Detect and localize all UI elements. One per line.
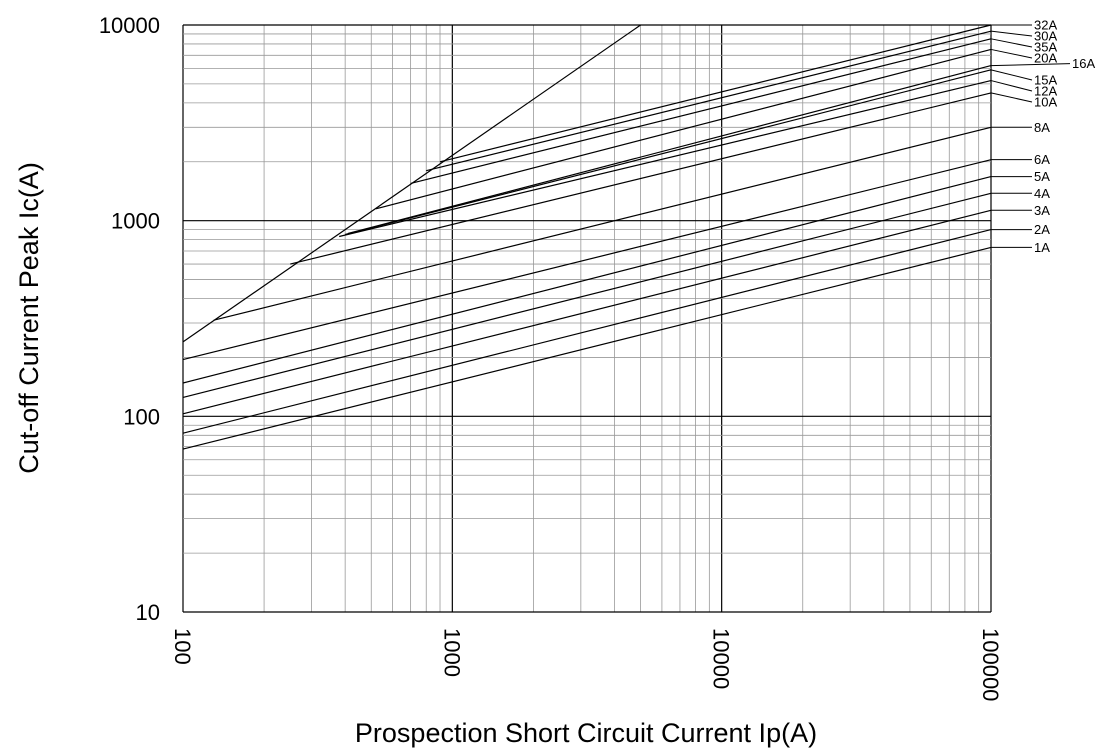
envelope-line	[183, 25, 641, 342]
series-line-20A	[376, 49, 991, 208]
series-line-32A	[440, 25, 991, 162]
y-axis-title: Cut-off Current Peak Ic(A)	[14, 162, 44, 474]
series-line-3A	[183, 210, 991, 413]
series-line-15A	[345, 70, 991, 235]
y-tick-label: 10	[136, 600, 160, 625]
series-lines	[183, 25, 991, 449]
series-label-1A: 1A	[1034, 240, 1050, 255]
series-label-2A: 2A	[1034, 222, 1050, 237]
series-leader-12A	[991, 81, 1032, 91]
series-line-16A	[348, 66, 991, 234]
x-tick-label: 100	[170, 628, 195, 665]
series-label-16A: 16A	[1072, 56, 1095, 71]
series-leader-30A	[991, 31, 1032, 36]
y-tick-label: 10000	[99, 13, 160, 38]
series-leader-10A	[991, 93, 1032, 102]
grid	[183, 25, 991, 612]
series-line-4A	[183, 193, 991, 397]
series-line-12A	[339, 81, 991, 237]
series-label-20A: 20A	[1034, 51, 1057, 66]
x-axis-title: Prospection Short Circuit Current Ip(A)	[355, 718, 817, 748]
series-leader-35A	[991, 39, 1032, 47]
y-tick-label: 1000	[111, 209, 160, 234]
y-tick-label: 100	[123, 404, 160, 429]
x-tick-label: 100000	[978, 628, 1003, 701]
series-leader-15A	[991, 70, 1032, 80]
series-label-8A: 8A	[1034, 120, 1050, 135]
series-label-4A: 4A	[1034, 186, 1050, 201]
x-tick-label: 10000	[709, 628, 734, 689]
series-label-6A: 6A	[1034, 152, 1050, 167]
series-label-5A: 5A	[1034, 169, 1050, 184]
series-label-10A: 10A	[1034, 95, 1057, 110]
series-leader-20A	[991, 49, 1032, 58]
x-tick-label: 1000	[439, 628, 464, 677]
series-label-3A: 3A	[1034, 203, 1050, 218]
series-line-1A	[183, 247, 991, 449]
series-leader-16A	[991, 64, 1070, 66]
